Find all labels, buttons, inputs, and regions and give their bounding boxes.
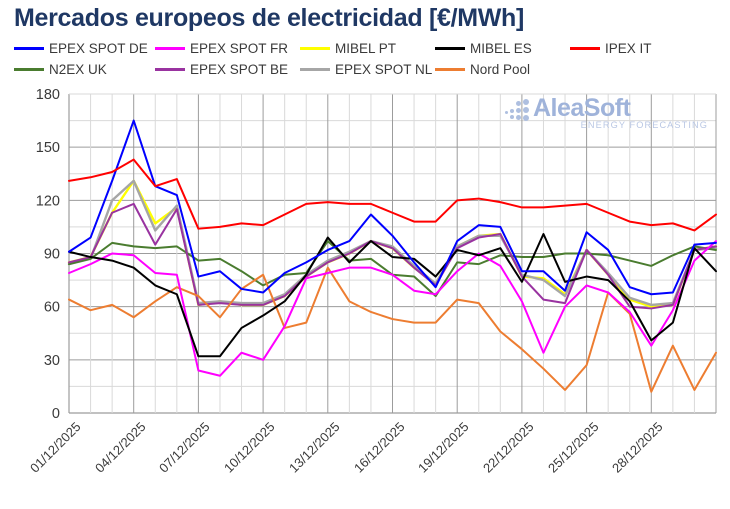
legend-label: MIBEL PT (335, 41, 397, 56)
legend-swatch-icon (155, 47, 185, 50)
series-line-epex-spot-fr (68, 240, 717, 377)
y-axis-tick-label: 180 (36, 88, 60, 103)
legend-item-epex-spot-fr[interactable]: EPEX SPOT FR (155, 41, 288, 56)
series-line-epex-spot-de (68, 119, 717, 296)
x-axis-tick-label: 10/12/2025 (221, 419, 278, 476)
x-axis-tick-label: 16/12/2025 (350, 419, 408, 476)
series-line-epex-spot-nl (67, 179, 718, 307)
legend-label: N2EX UK (49, 62, 107, 77)
y-axis-tick-label: 30 (44, 353, 60, 369)
x-axis-tick-label: 01/12/2025 (26, 419, 84, 476)
legend-label: EPEX SPOT NL (335, 62, 433, 77)
x-axis-tick-label: 25/12/2025 (544, 419, 602, 476)
legend-row-1: EPEX SPOT DE EPEX SPOT FR MIBEL PT MIBEL ES… (14, 38, 720, 59)
y-axis-tick-label: 90 (44, 247, 60, 263)
series-line-epex-spot-be (68, 202, 717, 310)
y-axis-tick-label: 60 (44, 300, 60, 316)
y-axis-tick-label: 0 (52, 406, 60, 418)
x-axis-tick-label: 28/12/2025 (609, 419, 666, 476)
legend-item-ipex-it[interactable]: IPEX IT (570, 41, 652, 56)
legend-swatch-icon (435, 47, 465, 50)
x-axis-labels: 01/12/2025 04/12/2025 07/12/2025 10/12/2025… (0, 413, 730, 509)
legend-item-n2ex-uk[interactable]: N2EX UK (14, 62, 107, 77)
series-line-ipex-it (68, 158, 717, 232)
legend-swatch-icon (300, 68, 330, 71)
plot-area: 180 150 120 90 60 30 0 (0, 88, 730, 418)
legend-swatch-icon (570, 47, 600, 50)
legend-label: EPEX SPOT DE (49, 41, 148, 56)
page-title: Mercados europeos de electricidad [€/MWh… (14, 4, 525, 32)
series-line-mibel-es (68, 233, 717, 358)
legend-label: Nord Pool (470, 62, 531, 77)
legend-item-epex-spot-be[interactable]: EPEX SPOT BE (155, 62, 288, 77)
legend-swatch-icon (300, 47, 330, 50)
legend-row-2: N2EX UK EPEX SPOT BE EPEX SPOT NL Nord Pool (14, 59, 720, 80)
legend-swatch-icon (14, 47, 44, 50)
legend-swatch-icon (435, 68, 465, 71)
legend-label: EPEX SPOT FR (190, 41, 289, 56)
legend-item-nord-pool[interactable]: Nord Pool (435, 62, 530, 77)
y-axis-tick-label: 150 (36, 140, 60, 156)
legend-label: MIBEL ES (470, 41, 532, 56)
x-axis-tick-label: 13/12/2025 (285, 419, 343, 476)
x-axis-tick-label: 04/12/2025 (91, 419, 149, 476)
line-chart: 180 150 120 90 60 30 0 (36, 88, 718, 418)
legend-swatch-icon (14, 68, 44, 71)
legend-swatch-icon (155, 68, 185, 71)
x-axis-tick-label: 07/12/2025 (156, 419, 213, 476)
legend-label: EPEX SPOT BE (190, 62, 289, 77)
x-axis-tick-label: 19/12/2025 (415, 419, 472, 476)
legend-item-mibel-es[interactable]: MIBEL ES (435, 41, 532, 56)
y-axis-tick-label: 120 (36, 193, 60, 209)
x-axis-tick-label: 22/12/2025 (479, 419, 537, 476)
legend-item-mibel-pt[interactable]: MIBEL PT (300, 41, 396, 56)
legend-item-epex-spot-de[interactable]: EPEX SPOT DE (14, 41, 148, 56)
legend-item-epex-spot-nl[interactable]: EPEX SPOT NL (300, 62, 432, 77)
chart-legend: EPEX SPOT DE EPEX SPOT FR MIBEL PT MIBEL ES… (14, 38, 720, 80)
legend-label: IPEX IT (605, 41, 652, 56)
